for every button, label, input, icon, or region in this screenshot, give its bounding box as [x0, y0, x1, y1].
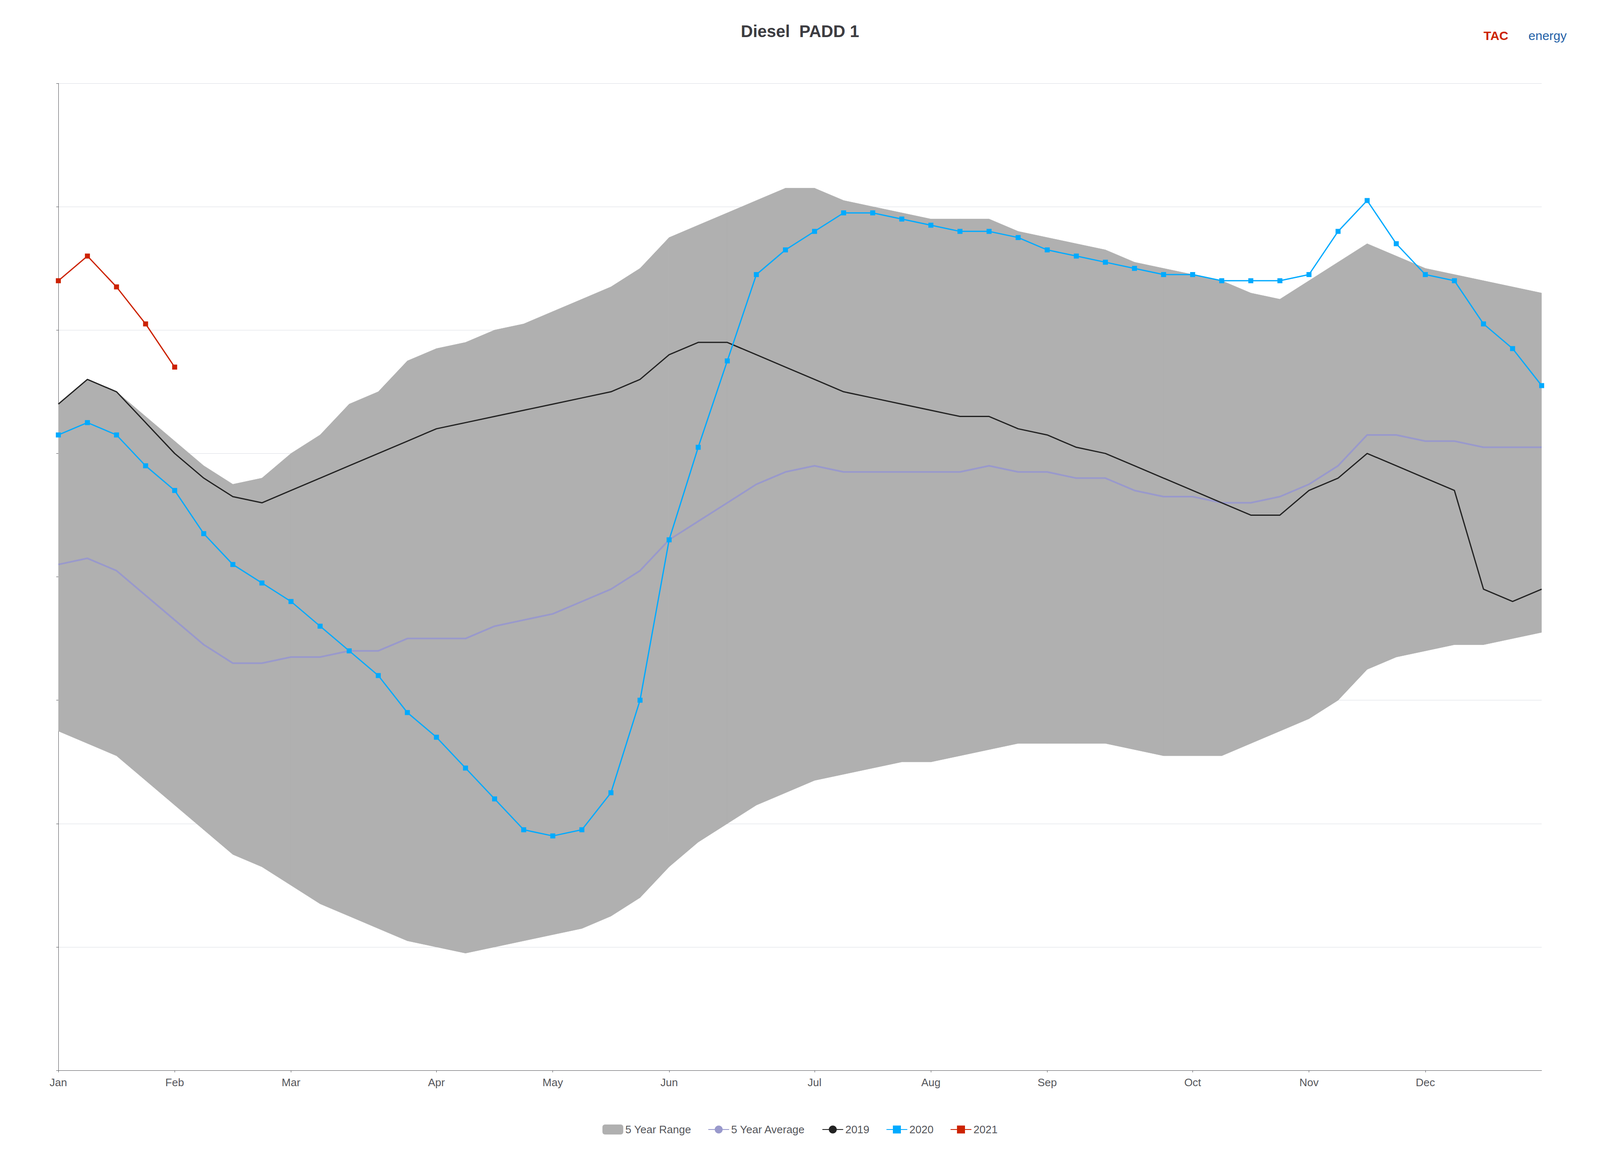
svg-text:5 Year Range: 5 Year Range — [625, 1123, 692, 1136]
svg-text:Oct: Oct — [1184, 1076, 1202, 1089]
svg-text:Mar: Mar — [281, 1076, 301, 1089]
svg-text:Feb: Feb — [165, 1076, 185, 1089]
svg-text:2019: 2019 — [845, 1123, 870, 1136]
svg-text:Jul: Jul — [807, 1076, 822, 1089]
svg-text:Apr: Apr — [427, 1076, 445, 1089]
svg-text:Diesel PADD 1: Diesel PADD 1 — [740, 22, 860, 41]
svg-text:5 Year Average: 5 Year Average — [731, 1123, 805, 1136]
svg-text:2021: 2021 — [973, 1123, 998, 1136]
svg-text:Dec: Dec — [1415, 1076, 1435, 1089]
svg-text:Jan: Jan — [49, 1076, 68, 1089]
svg-text:May: May — [542, 1076, 563, 1089]
svg-text:TAC: TAC — [1483, 28, 1509, 43]
svg-text:Nov: Nov — [1299, 1076, 1319, 1089]
svg-text:Aug: Aug — [921, 1076, 941, 1089]
svg-text:2020: 2020 — [909, 1123, 934, 1136]
svg-text:Sep: Sep — [1037, 1076, 1057, 1089]
svg-text:Jun: Jun — [660, 1076, 678, 1089]
svg-text:energy: energy — [1528, 28, 1567, 43]
